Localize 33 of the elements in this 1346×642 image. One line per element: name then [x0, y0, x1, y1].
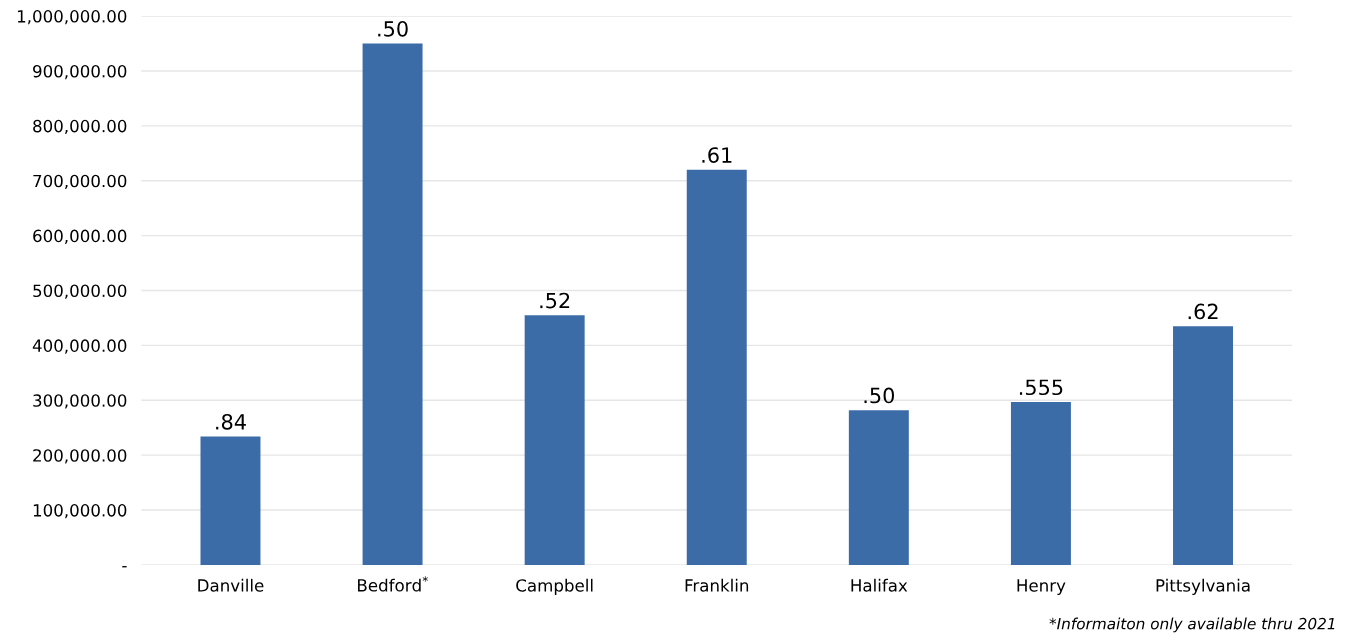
bar: [1173, 326, 1233, 565]
y-tick-label: 600,000.00: [33, 229, 127, 244]
x-tick-label: Henry: [1017, 579, 1066, 595]
y-tick-label: 400,000.00: [32, 339, 127, 354]
y-tick-label: 500,000.00: [33, 284, 127, 299]
annotation: .62: [1188, 303, 1218, 320]
annotation: .50: [378, 20, 408, 37]
y-tick-label: -: [122, 566, 127, 568]
bar: [362, 43, 423, 565]
y-tick-label: 200,000.00: [33, 449, 127, 464]
x-tick-label: Franklin: [685, 578, 749, 592]
annotation: .50: [864, 387, 895, 404]
y-tick-label: 700,000.00: [33, 174, 127, 189]
x-tick-label: Danville: [198, 578, 264, 592]
bar: [686, 169, 747, 565]
x-tick-label: Halifax: [851, 578, 908, 592]
y-tick-label: 1,000,000.00: [17, 10, 127, 25]
x-tick-label: Pittsylvania: [1156, 578, 1250, 595]
x-tick-label: Bedford$^{*}$: [358, 576, 428, 592]
annotation: .52: [540, 292, 570, 309]
y-tick-label: 800,000.00: [33, 119, 127, 135]
bar: [1010, 401, 1071, 565]
text: *Informaiton only available thru 2021: [1049, 617, 1335, 633]
x-tick-label: Campbell: [516, 578, 593, 595]
annotation: .555: [1019, 379, 1063, 396]
annotation: .84: [216, 413, 246, 430]
y-tick-label: 900,000.00: [33, 64, 127, 80]
bar: [524, 315, 585, 565]
annotation: .61: [702, 147, 732, 163]
bar: [200, 436, 261, 565]
bar: [848, 410, 909, 565]
y-tick-label: 300,000.00: [33, 394, 127, 409]
y-tick-label: 100,000.00: [33, 504, 127, 519]
